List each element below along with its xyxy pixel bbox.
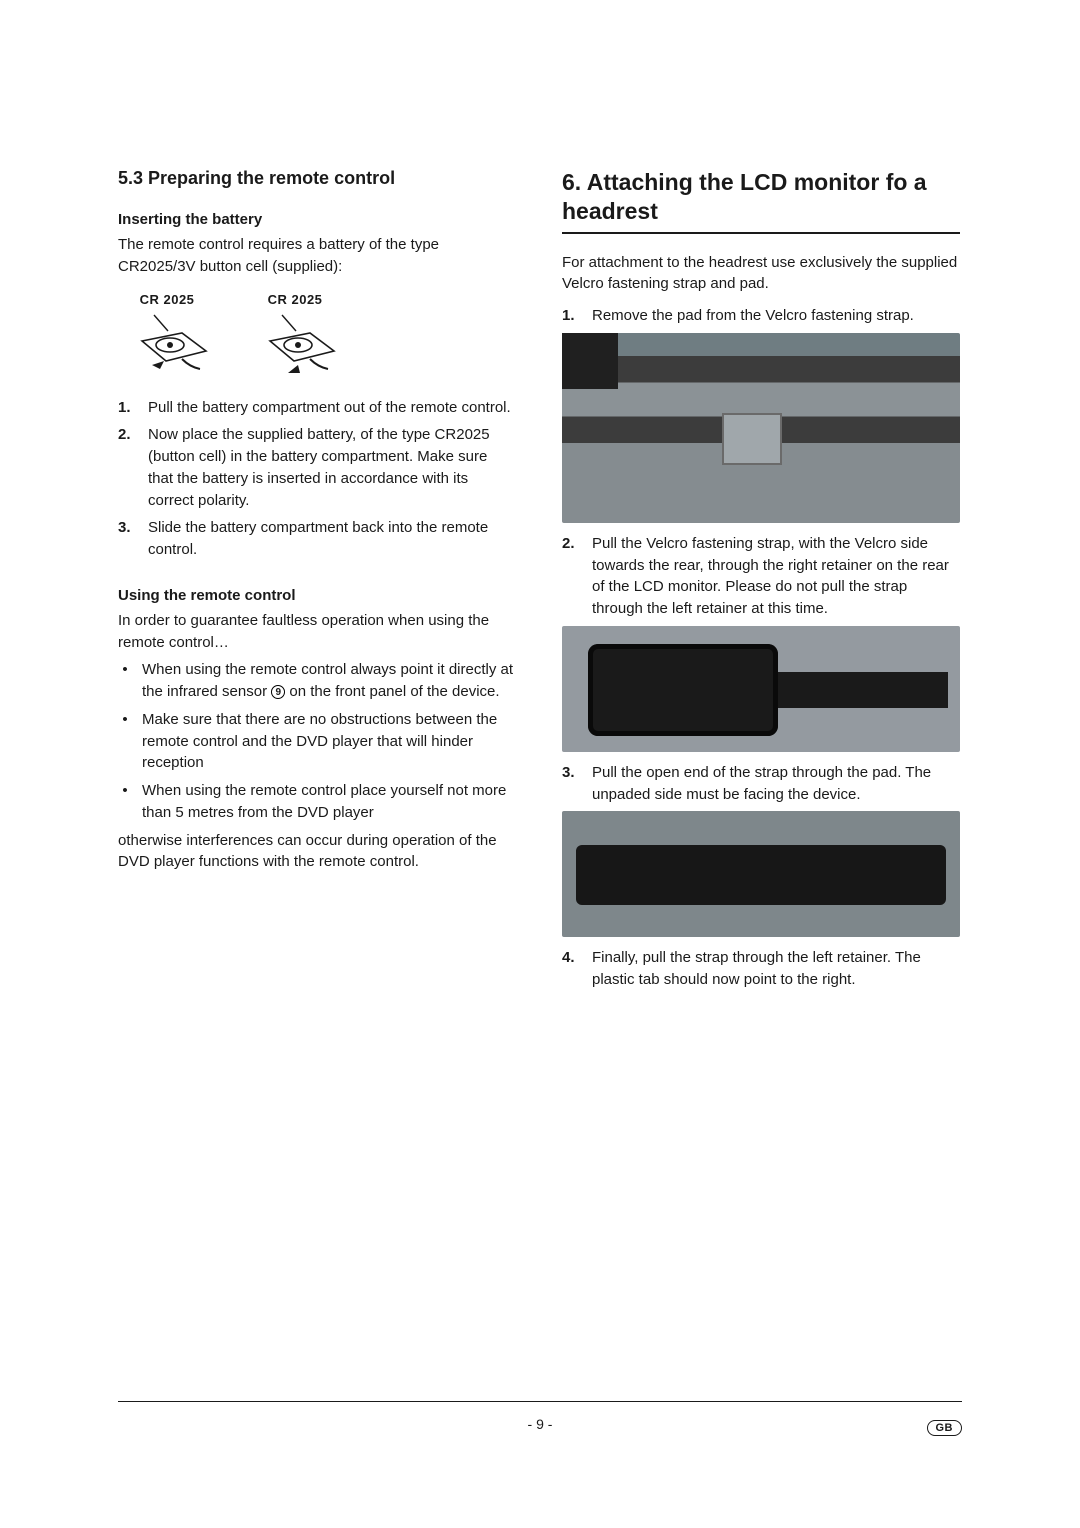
headrest-intro: For attachment to the headrest use exclu… <box>562 252 960 296</box>
remote-bullet-1: • When using the remote control always p… <box>118 659 516 703</box>
step-text: Pull the open end of the strap through t… <box>592 762 960 806</box>
headrest-step-1: 1. Remove the pad from the Velcro fasteni… <box>562 305 960 327</box>
headrest-step-4: 4.Finally, pull the strap through the le… <box>562 947 960 991</box>
step-number: 2. <box>118 424 138 511</box>
step-number: 1. <box>118 397 138 419</box>
headrest-steps-list-d: 4.Finally, pull the strap through the le… <box>562 947 960 991</box>
remote-bullet-3: •When using the remote control place you… <box>118 780 516 824</box>
battery-tray-insert-icon <box>250 311 340 375</box>
battery-step-3: 3.Slide the battery compartment back int… <box>118 517 516 561</box>
remote-outro: otherwise interferences can occur during… <box>118 830 516 874</box>
battery-figure-1-label: CR 2025 <box>140 292 195 307</box>
headrest-step-2: 2.Pull the Velcro fastening strap, with … <box>562 533 960 620</box>
intro-inserting-battery: The remote control requires a battery of… <box>118 234 516 278</box>
section-heading-5-3: 5.3 Preparing the remote control <box>118 168 516 189</box>
step-text: Slide the battery compartment back into … <box>148 517 516 561</box>
battery-tray-icon <box>122 311 212 375</box>
headrest-steps-list-c: 3.Pull the open end of the strap through… <box>562 762 960 806</box>
subheading-inserting-battery: Inserting the battery <box>118 211 516 228</box>
bullet-text: When using the remote control always poi… <box>142 659 516 703</box>
bullet-text: Make sure that there are no obstructions… <box>142 709 516 774</box>
page-number: - 9 - <box>0 1416 1080 1432</box>
sensor-ref-icon: 9 <box>271 685 285 699</box>
remote-bullets-list: • When using the remote control always p… <box>118 659 516 823</box>
remote-bullet-2: •Make sure that there are no obstruction… <box>118 709 516 774</box>
battery-figure-1: CR 2025 <box>122 292 212 375</box>
step-text: Pull the Velcro fastening strap, with th… <box>592 533 960 620</box>
battery-figure-2-label: CR 2025 <box>268 292 323 307</box>
bullet-icon: • <box>118 709 132 774</box>
locale-badge: GB <box>927 1420 963 1436</box>
manual-page: 5.3 Preparing the remote control Inserti… <box>0 0 1080 1528</box>
battery-steps-list: 1. Pull the battery compartment out of th… <box>118 397 516 561</box>
headrest-step-3: 3.Pull the open end of the strap through… <box>562 762 960 806</box>
battery-figure-2: CR 2025 <box>250 292 340 375</box>
headrest-photo-3 <box>562 811 960 937</box>
right-column: 6. Attaching the LCD monitor fo a headre… <box>562 168 960 997</box>
headrest-photo-1 <box>562 333 960 523</box>
step-text: Finally, pull the strap through the left… <box>592 947 960 991</box>
step-number: 3. <box>562 762 582 806</box>
left-column: 5.3 Preparing the remote control Inserti… <box>118 168 516 997</box>
bullet-icon: • <box>118 659 132 703</box>
headrest-steps-list-a: 1. Remove the pad from the Velcro fasteni… <box>562 305 960 327</box>
bullet-icon: • <box>118 780 132 824</box>
step-number: 2. <box>562 533 582 620</box>
step-text: Now place the supplied battery, of the t… <box>148 424 516 511</box>
step-text: Pull the battery compartment out of the … <box>148 397 511 419</box>
step-number: 4. <box>562 947 582 991</box>
battery-step-2: 2.Now place the supplied battery, of the… <box>118 424 516 511</box>
step-text: Remove the pad from the Velcro fastening… <box>592 305 914 327</box>
headrest-steps-list-b: 2.Pull the Velcro fastening strap, with … <box>562 533 960 620</box>
footer-rule <box>118 1401 962 1402</box>
step-number: 1. <box>562 305 582 327</box>
step-number: 3. <box>118 517 138 561</box>
chapter-underline <box>562 232 960 234</box>
bullet-text: When using the remote control place your… <box>142 780 516 824</box>
battery-figures-row: CR 2025 CR 2025 <box>122 292 516 375</box>
subheading-using-remote: Using the remote control <box>118 587 516 604</box>
intro-using-remote: In order to guarantee faultless operatio… <box>118 610 516 654</box>
chapter-heading-6: 6. Attaching the LCD monitor fo a headre… <box>562 168 960 226</box>
headrest-photo-2 <box>562 626 960 752</box>
two-column-layout: 5.3 Preparing the remote control Inserti… <box>118 168 962 997</box>
battery-step-1: 1. Pull the battery compartment out of th… <box>118 397 516 419</box>
